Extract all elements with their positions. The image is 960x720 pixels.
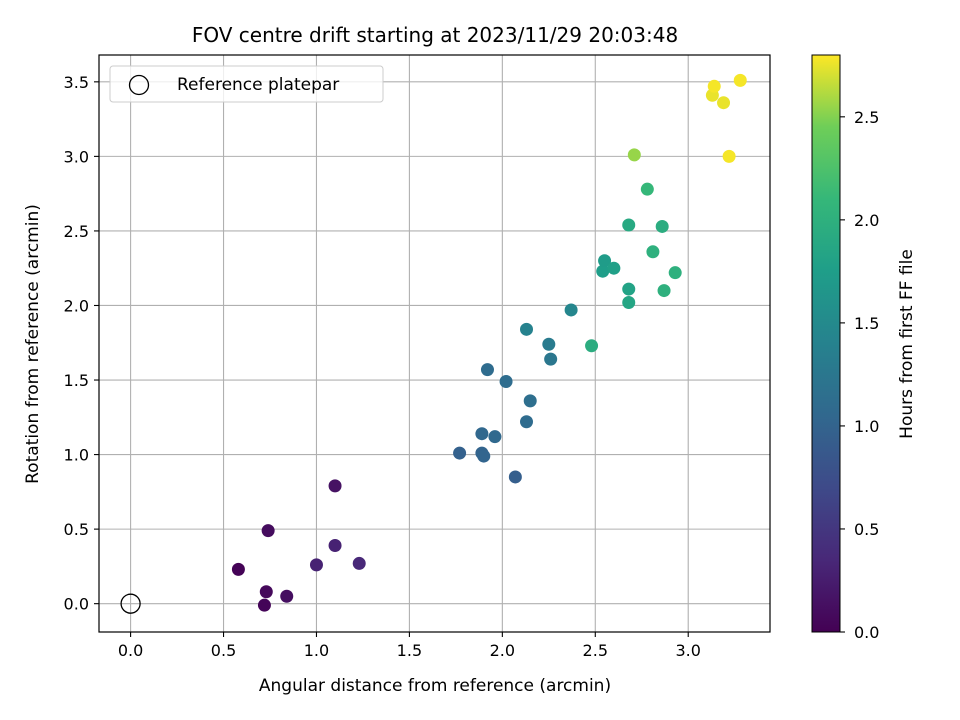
x-axis-label: Angular distance from reference (arcmin) bbox=[259, 676, 611, 696]
scatter-point bbox=[280, 589, 294, 603]
scatter-point bbox=[480, 363, 494, 377]
legend-label-reference-platepar: Reference platepar bbox=[177, 75, 339, 95]
scatter-point bbox=[328, 479, 342, 493]
scatter-point bbox=[585, 339, 599, 353]
scatter-point bbox=[544, 352, 558, 366]
scatter-point bbox=[499, 375, 513, 389]
plot-frame bbox=[98, 54, 771, 633]
scatter-point bbox=[477, 449, 491, 463]
colorbar-tick-label: 1.0 bbox=[854, 417, 879, 436]
legend-box bbox=[109, 65, 384, 103]
scatter-point bbox=[520, 415, 534, 429]
scatter-point bbox=[453, 446, 467, 460]
scatter-point bbox=[707, 79, 721, 93]
reference-platepar-marker bbox=[120, 593, 141, 614]
scatter-point bbox=[717, 96, 731, 110]
scatter-point bbox=[328, 539, 342, 553]
scatter-point bbox=[309, 558, 323, 572]
scatter-point bbox=[542, 337, 556, 351]
legend-marker-open-circle bbox=[128, 74, 150, 96]
scatter-point bbox=[627, 148, 641, 162]
scatter-point bbox=[520, 322, 534, 336]
scatter-point bbox=[622, 282, 636, 296]
y-tick-label: 0.0 bbox=[64, 595, 89, 614]
y-tick-label: 2.0 bbox=[64, 296, 89, 315]
x-tick-label: 2.5 bbox=[583, 641, 608, 660]
y-tick-label: 1.0 bbox=[64, 446, 89, 465]
colorbar-tick-label: 0.5 bbox=[854, 520, 879, 539]
scatter-point bbox=[257, 598, 271, 612]
y-tick-label: 2.5 bbox=[64, 222, 89, 241]
scatter-point bbox=[655, 219, 669, 233]
colorbar-tick-label: 2.0 bbox=[854, 211, 879, 230]
x-tick-label: 1.0 bbox=[304, 641, 329, 660]
y-axis-label: Rotation from reference (arcmin) bbox=[23, 204, 43, 484]
scatter-point bbox=[722, 149, 736, 163]
legend: Reference platepar bbox=[109, 65, 384, 103]
x-tick-label: 1.5 bbox=[397, 641, 422, 660]
scatter-point bbox=[231, 562, 245, 576]
scatter-point bbox=[668, 266, 682, 280]
colorbar-tick-label: 0.0 bbox=[854, 623, 879, 642]
scatter-point bbox=[622, 295, 636, 309]
scatter-point bbox=[508, 470, 522, 484]
colorbar-tick-label: 2.5 bbox=[854, 108, 879, 127]
scatter-point bbox=[598, 254, 612, 268]
scatter-point bbox=[488, 430, 502, 444]
scatter-point bbox=[261, 524, 275, 538]
scatter-point bbox=[646, 245, 660, 259]
scatter-point bbox=[523, 394, 537, 408]
y-tick-label: 0.5 bbox=[64, 520, 89, 539]
y-tick-label: 3.5 bbox=[64, 73, 89, 92]
reference-marker-layer bbox=[120, 593, 141, 614]
colorbar bbox=[811, 54, 841, 633]
scatter-point bbox=[564, 303, 578, 317]
scatter-point bbox=[657, 284, 671, 298]
scatter-point bbox=[640, 182, 654, 196]
grid bbox=[99, 55, 770, 632]
scatter-point bbox=[733, 73, 747, 87]
x-axis-ticks: 0.0 0.5 1.0 1.5 2.0 2.5 3.0 bbox=[118, 632, 701, 660]
colorbar-tick-label: 1.5 bbox=[854, 314, 879, 333]
chart-title: FOV centre drift starting at 2023/11/29 … bbox=[192, 23, 678, 47]
scatter-point bbox=[352, 556, 366, 570]
scatter-point bbox=[596, 264, 610, 278]
x-tick-label: 0.0 bbox=[118, 641, 143, 660]
scatter-point bbox=[607, 261, 621, 275]
scatter-point bbox=[259, 585, 273, 599]
y-tick-label: 1.5 bbox=[64, 371, 89, 390]
scatter-points bbox=[231, 73, 747, 612]
scatter-point bbox=[622, 218, 636, 232]
x-tick-label: 3.0 bbox=[675, 641, 700, 660]
x-tick-label: 0.5 bbox=[211, 641, 236, 660]
y-tick-label: 3.0 bbox=[64, 147, 89, 166]
colorbar-ticks: 0.0 0.5 1.0 1.5 2.0 2.5 bbox=[840, 108, 879, 642]
colorbar-label: Hours from first FF file bbox=[897, 249, 917, 439]
scatter-point bbox=[475, 427, 489, 441]
y-axis-ticks: 0.0 0.5 1.0 1.5 2.0 2.5 3.0 3.5 bbox=[64, 73, 99, 614]
x-tick-label: 2.0 bbox=[490, 641, 515, 660]
